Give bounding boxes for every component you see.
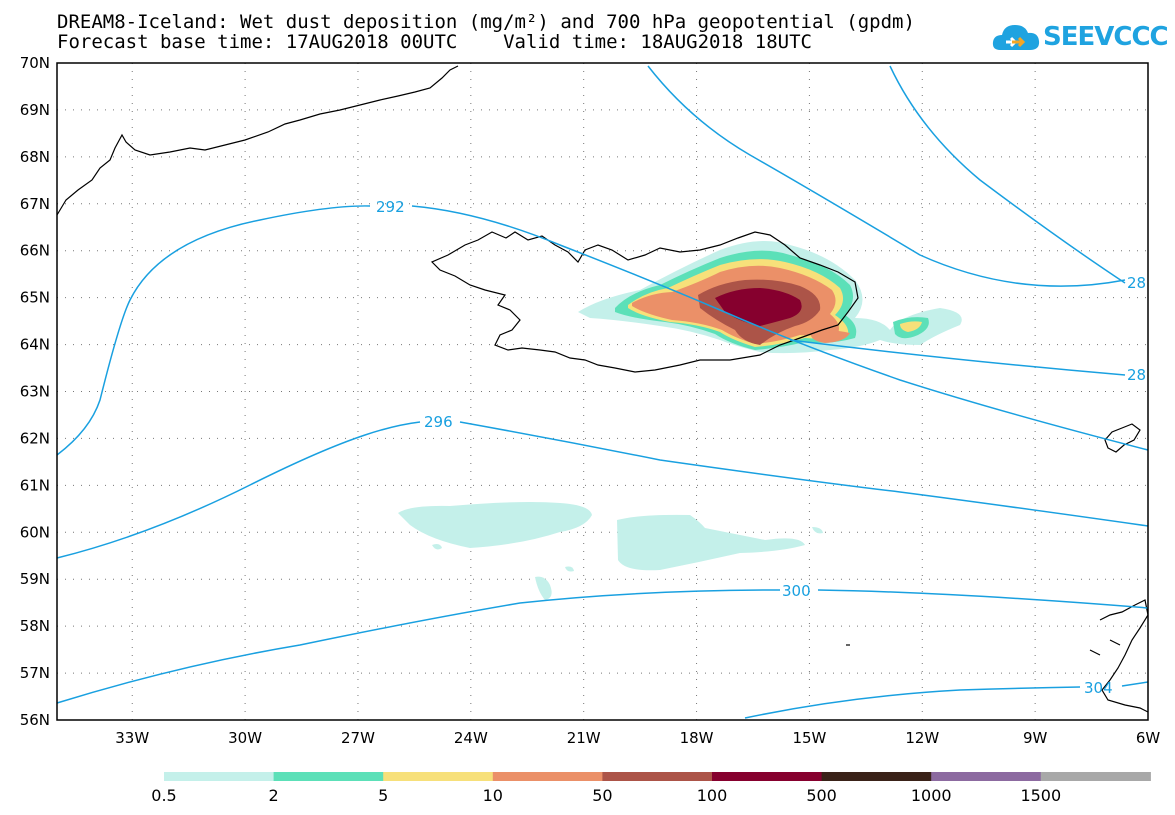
contour-292 bbox=[56, 205, 1149, 456]
lon-label: 9W bbox=[1023, 729, 1048, 747]
legend-label: 2 bbox=[268, 786, 279, 805]
contour-label-300: 300 bbox=[782, 582, 811, 600]
lon-label: 27W bbox=[341, 729, 375, 747]
lat-label: 56N bbox=[20, 711, 50, 729]
map-title-line-2: Forecast base time: 17AUG2018 00UTC Vali… bbox=[57, 31, 812, 53]
lat-label: 64N bbox=[20, 336, 50, 354]
lat-label: 70N bbox=[20, 54, 50, 72]
lat-label: 63N bbox=[20, 383, 50, 401]
longitude-labels: 33W 30W 27W 24W 21W 18W 15W 12W 9W 6W bbox=[115, 729, 1160, 747]
lon-label: 6W bbox=[1136, 729, 1161, 747]
legend-label: 1000 bbox=[910, 786, 952, 805]
lat-label: 60N bbox=[20, 523, 50, 541]
scotland-coast bbox=[1089, 599, 1149, 713]
legend-swatch bbox=[931, 772, 1042, 781]
dust-plume-east-5 bbox=[900, 321, 922, 332]
legend-swatch bbox=[273, 772, 384, 781]
contour-288-a bbox=[647, 65, 1126, 287]
dust-patch-small-3 bbox=[565, 566, 574, 572]
contour-304 bbox=[744, 681, 1149, 719]
cloud-icon bbox=[992, 25, 1040, 50]
graticule bbox=[57, 63, 1148, 720]
legend-label: 0.5 bbox=[151, 786, 177, 805]
legend-swatch bbox=[383, 772, 494, 781]
lat-label: 68N bbox=[20, 148, 50, 166]
contour-288-b bbox=[889, 65, 1126, 284]
contour-label-304: 304 bbox=[1084, 679, 1113, 697]
dust-patch-small-4 bbox=[812, 527, 823, 534]
color-legend bbox=[164, 772, 1151, 781]
lon-label: 12W bbox=[905, 729, 939, 747]
lon-label: 33W bbox=[115, 729, 149, 747]
dust-patch-south-west bbox=[398, 502, 592, 548]
contour-label-292: 292 bbox=[376, 198, 405, 216]
lat-label: 65N bbox=[20, 289, 50, 307]
contour-label-296: 296 bbox=[424, 413, 453, 431]
logo-text: SEEVCCC bbox=[1043, 22, 1169, 52]
greenland-coast bbox=[56, 65, 459, 216]
legend-label: 50 bbox=[592, 786, 613, 805]
contour-300 bbox=[56, 589, 1149, 704]
map-title-line-1: DREAM8-Iceland: Wet dust deposition (mg/… bbox=[57, 11, 915, 33]
lon-label: 24W bbox=[454, 729, 488, 747]
lat-label: 67N bbox=[20, 195, 50, 213]
faroe-coast bbox=[1104, 423, 1141, 453]
lon-label: 18W bbox=[680, 729, 714, 747]
dust-deposition-shading bbox=[398, 241, 962, 600]
geopotential-contours bbox=[56, 65, 1149, 719]
lat-label: 69N bbox=[20, 101, 50, 119]
lon-label: 15W bbox=[792, 729, 826, 747]
legend-swatch bbox=[1040, 772, 1151, 781]
lon-label: 21W bbox=[567, 729, 601, 747]
lat-label: 62N bbox=[20, 429, 50, 447]
lat-label: 57N bbox=[20, 664, 50, 682]
contour-label-28-a: 28 bbox=[1127, 274, 1146, 292]
contour-296 bbox=[56, 421, 1149, 559]
legend-swatch bbox=[164, 772, 275, 781]
dust-plume-se-10 bbox=[810, 330, 850, 343]
lat-label: 59N bbox=[20, 570, 50, 588]
seevccc-logo: SEEVCCC bbox=[990, 18, 1169, 58]
lat-label: 61N bbox=[20, 476, 50, 494]
legend-label: 1500 bbox=[1020, 786, 1062, 805]
legend-label: 5 bbox=[378, 786, 389, 805]
coastlines bbox=[56, 65, 1149, 713]
legend-label: 10 bbox=[482, 786, 503, 805]
legend-swatch bbox=[821, 772, 932, 781]
latitude-labels: 70N 69N 68N 67N 66N 65N 64N 63N 62N 61N 60N 59N 58N 5… bbox=[20, 54, 50, 729]
dust-patch-south-central bbox=[617, 514, 805, 571]
dust-patch-small-2 bbox=[432, 544, 442, 550]
legend-label: 100 bbox=[696, 786, 728, 805]
legend-swatch bbox=[712, 772, 823, 781]
lat-label: 58N bbox=[20, 617, 50, 635]
contour-288-c bbox=[789, 339, 1126, 376]
iceland-coast bbox=[430, 231, 859, 373]
map-frame bbox=[56, 62, 1149, 721]
dust-patch-small-1 bbox=[535, 576, 552, 600]
contour-label-28-b: 28 bbox=[1127, 366, 1146, 384]
contour-labels: 292 296 300 304 28 28 bbox=[376, 198, 1146, 697]
legend-swatch bbox=[602, 772, 713, 781]
legend-label: 500 bbox=[806, 786, 837, 805]
legend-swatch bbox=[492, 772, 603, 781]
lat-label: 66N bbox=[20, 242, 50, 260]
lon-label: 30W bbox=[228, 729, 262, 747]
